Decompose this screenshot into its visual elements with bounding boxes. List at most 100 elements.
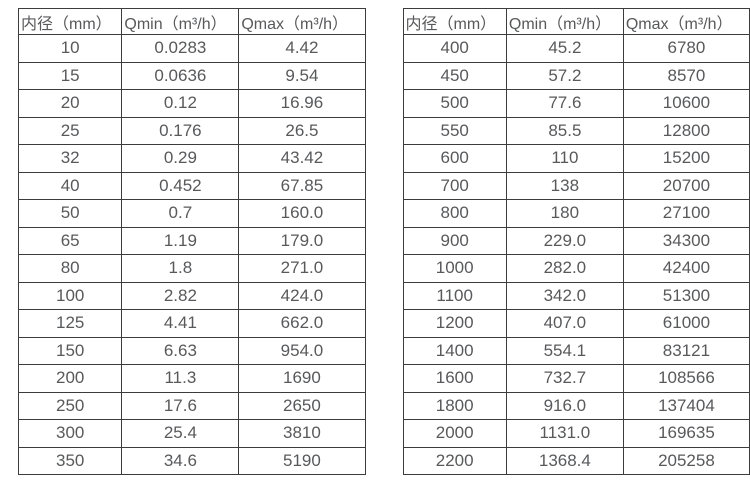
data-cell-qmax: 16.96	[238, 89, 366, 118]
table-row: 1400 554.1 83121	[402, 336, 750, 365]
data-cell-diameter: 500	[402, 89, 507, 118]
data-cell-qmin: 732.7	[505, 364, 624, 393]
table-row: 10 0.0283 4.42	[17, 34, 366, 63]
data-cell-diameter: 900	[402, 226, 507, 255]
data-cell-qmin: 1.19	[121, 226, 240, 255]
data-cell-qmin: 4.41	[121, 309, 240, 338]
data-cell-qmin: 554.1	[505, 336, 624, 365]
table-row: 40 0.452 67.85	[17, 171, 366, 200]
header-cell-qmax: Qmax（m³/h）	[622, 8, 750, 35]
data-cell-diameter: 300	[17, 419, 123, 448]
data-cell-diameter: 1600	[402, 364, 507, 393]
data-cell-qmax: 4.42	[238, 34, 366, 63]
data-cell-diameter: 350	[17, 446, 123, 475]
header-cell-diameter: 内径（mm）	[17, 8, 123, 35]
data-cell-qmin: 0.29	[121, 144, 240, 173]
data-cell-qmin: 34.6	[121, 446, 240, 475]
data-cell-diameter: 15	[17, 61, 123, 90]
data-cell-qmin: 0.12	[121, 89, 240, 118]
data-cell-qmin: 110	[505, 144, 624, 173]
data-cell-qmin: 180	[505, 199, 624, 228]
data-cell-qmin: 45.2	[505, 34, 624, 63]
data-cell-diameter: 1400	[402, 336, 507, 365]
table-row: 32 0.29 43.42	[17, 144, 366, 173]
table-row: 300 25.4 3810	[17, 419, 366, 448]
data-cell-qmin: 407.0	[505, 309, 624, 338]
data-cell-qmax: 108566	[622, 364, 750, 393]
table-row: 700 138 20700	[402, 171, 750, 200]
table-row: 1200 407.0 61000	[402, 309, 750, 338]
data-cell-qmax: 43.42	[238, 144, 366, 173]
data-cell-qmin: 916.0	[505, 391, 624, 420]
table-row: 600 110 15200	[402, 144, 750, 173]
data-cell-qmax: 12800	[622, 116, 750, 145]
data-cell-qmin: 57.2	[505, 61, 624, 90]
table-row: 500 77.6 10600	[402, 89, 750, 118]
data-cell-qmin: 1.8	[121, 254, 240, 283]
table-row: 2000 1131.0 169635	[402, 419, 750, 448]
table-row: 450 57.2 8570	[402, 61, 750, 90]
table-row: 1100 342.0 51300	[402, 281, 750, 310]
data-cell-qmax: 5190	[238, 446, 366, 475]
data-cell-diameter: 600	[402, 144, 507, 173]
data-cell-qmin: 77.6	[505, 89, 624, 118]
data-cell-qmax: 61000	[622, 309, 750, 338]
data-cell-diameter: 150	[17, 336, 123, 365]
data-cell-qmax: 179.0	[238, 226, 366, 255]
data-cell-diameter: 400	[402, 34, 507, 63]
data-cell-qmin: 1368.4	[505, 446, 624, 475]
table-row: 1800 916.0 137404	[402, 391, 750, 420]
data-cell-diameter: 1000	[402, 254, 507, 283]
data-cell-diameter: 800	[402, 199, 507, 228]
data-cell-diameter: 40	[17, 171, 123, 200]
table-row: 1600 732.7 108566	[402, 364, 750, 393]
table-row: 25 0.176 26.5	[17, 116, 366, 145]
table-row: 400 45.2 6780	[402, 34, 750, 63]
header-cell-qmin: Qmin（m³/h）	[505, 8, 624, 35]
table-row: 50 0.7 160.0	[17, 199, 366, 228]
data-cell-qmin: 0.0636	[121, 61, 240, 90]
data-cell-qmax: 27100	[622, 199, 750, 228]
table-row: 900 229.0 34300	[402, 226, 750, 255]
data-cell-diameter: 2000	[402, 419, 507, 448]
table-row: 150 6.63 954.0	[17, 336, 366, 365]
table-row: 80 1.8 271.0	[17, 254, 366, 283]
flow-table-large-diameters: 内径（mm） Qmin（m³/h） Qmax（m³/h） 400 45.2 6780 450…	[402, 8, 750, 475]
data-cell-qmin: 1131.0	[505, 419, 624, 448]
header-row: 内径（mm） Qmin（m³/h） Qmax（m³/h）	[17, 8, 366, 35]
data-cell-qmax: 20700	[622, 171, 750, 200]
data-cell-qmin: 0.0283	[121, 34, 240, 63]
data-cell-qmax: 51300	[622, 281, 750, 310]
data-cell-qmax: 160.0	[238, 199, 366, 228]
data-cell-diameter: 1100	[402, 281, 507, 310]
table-row: 1000 282.0 42400	[402, 254, 750, 283]
data-cell-qmax: 42400	[622, 254, 750, 283]
table-row: 550 85.5 12800	[402, 116, 750, 145]
table-row: 100 2.82 424.0	[17, 281, 366, 310]
data-cell-diameter: 250	[17, 391, 123, 420]
data-cell-qmax: 67.85	[238, 171, 366, 200]
data-cell-qmax: 424.0	[238, 281, 366, 310]
data-cell-qmin: 138	[505, 171, 624, 200]
data-cell-qmax: 15200	[622, 144, 750, 173]
data-cell-diameter: 32	[17, 144, 123, 173]
table-row: 20 0.12 16.96	[17, 89, 366, 118]
data-cell-qmax: 34300	[622, 226, 750, 255]
table-row: 2200 1368.4 205258	[402, 446, 750, 475]
data-cell-qmin: 2.82	[121, 281, 240, 310]
data-cell-qmin: 282.0	[505, 254, 624, 283]
data-cell-diameter: 550	[402, 116, 507, 145]
data-cell-qmax: 6780	[622, 34, 750, 63]
data-cell-diameter: 200	[17, 364, 123, 393]
header-row: 内径（mm） Qmin（m³/h） Qmax（m³/h）	[402, 8, 750, 35]
table-row: 800 180 27100	[402, 199, 750, 228]
data-cell-diameter: 10	[17, 34, 123, 63]
data-cell-qmax: 1690	[238, 364, 366, 393]
table-row: 125 4.41 662.0	[17, 309, 366, 338]
data-cell-qmin: 342.0	[505, 281, 624, 310]
table-row: 15 0.0636 9.54	[17, 61, 366, 90]
data-cell-qmin: 25.4	[121, 419, 240, 448]
data-cell-qmax: 137404	[622, 391, 750, 420]
data-cell-qmax: 662.0	[238, 309, 366, 338]
data-cell-diameter: 450	[402, 61, 507, 90]
